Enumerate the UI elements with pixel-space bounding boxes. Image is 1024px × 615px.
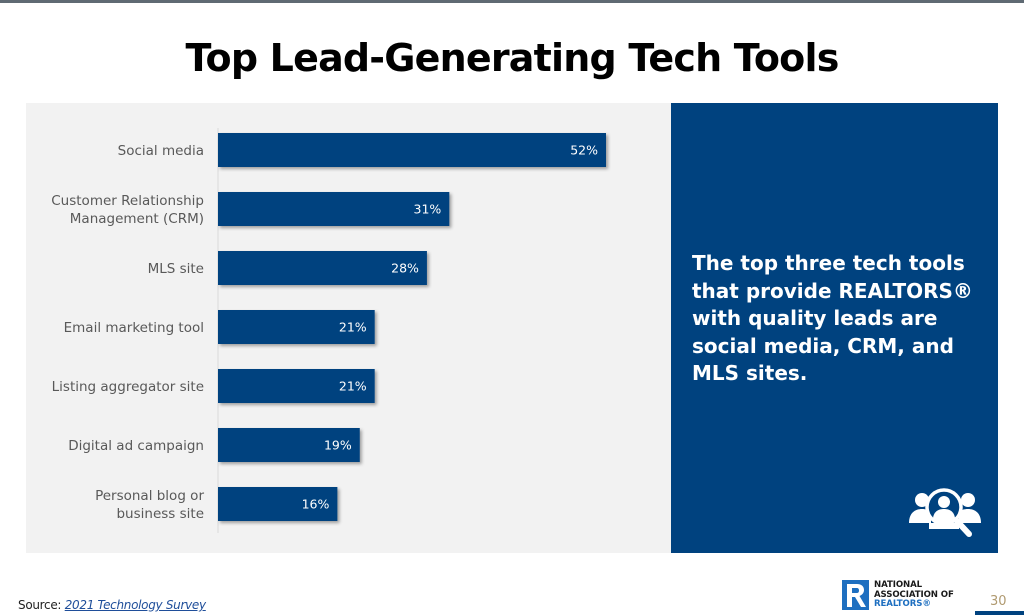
logo-line-3: REALTORS® — [874, 599, 931, 610]
top-rule — [0, 0, 1024, 3]
slide-title: Top Lead-Generating Tech Tools — [185, 36, 839, 80]
logo-text: NATIONAL ASSOCIATION OF REALTORS® — [874, 580, 954, 610]
source-note: Source: 2021 Technology Survey — [18, 598, 206, 612]
source-prefix: Source: — [18, 598, 65, 612]
chart-panel — [26, 103, 671, 553]
insight-text: The top three tech tools that provide RE… — [692, 251, 973, 386]
source-link[interactable]: 2021 Technology Survey — [64, 598, 206, 612]
people-search-icon — [909, 488, 981, 537]
page-number: 30 — [990, 594, 1007, 609]
corner-accent-bar — [975, 611, 1024, 615]
nar-logo: NATIONAL ASSOCIATION OF REALTORS® — [842, 580, 982, 612]
insight-panel — [671, 103, 998, 553]
logo-line-1: NATIONAL — [874, 580, 923, 590]
realtor-r-icon — [842, 580, 869, 610]
logo-line-2: ASSOCIATION OF — [874, 589, 954, 600]
